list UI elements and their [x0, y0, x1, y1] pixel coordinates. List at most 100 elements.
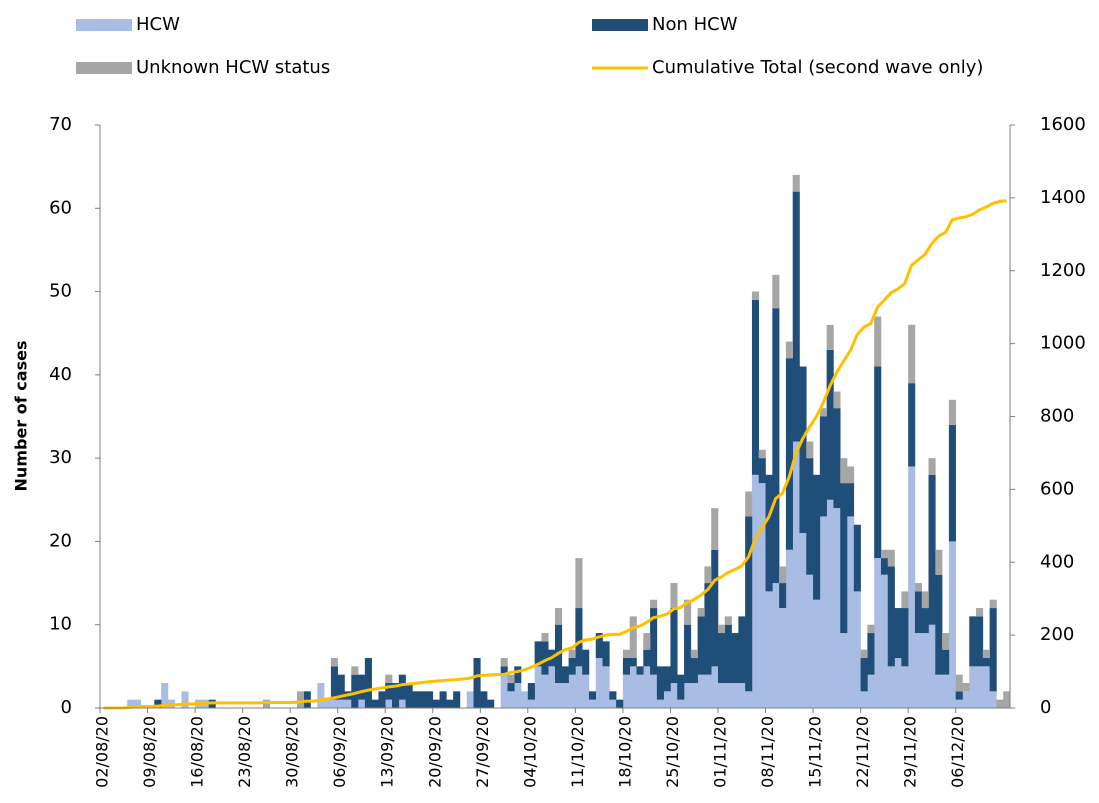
x-tick-label: 06/12/20: [948, 716, 967, 788]
bar: [561, 683, 569, 708]
bar: [507, 674, 515, 684]
legend-swatch: [592, 19, 648, 31]
bar: [826, 324, 834, 350]
bar: [792, 174, 800, 192]
bar: [663, 666, 671, 692]
bar: [154, 699, 162, 708]
bar: [799, 366, 807, 534]
bar: [330, 658, 338, 667]
bar: [575, 608, 583, 667]
bar: [643, 633, 651, 650]
bar: [500, 674, 508, 708]
bar: [405, 683, 413, 708]
bar: [521, 691, 529, 708]
x-tick-label: 08/11/20: [758, 716, 777, 788]
bar: [955, 674, 963, 692]
bar: [629, 658, 637, 667]
bar: [826, 499, 834, 708]
x-tick-label: 16/08/20: [188, 716, 207, 788]
bar: [779, 566, 787, 584]
bar: [955, 699, 963, 708]
bar: [588, 699, 597, 708]
bar: [989, 608, 997, 692]
bar: [819, 516, 827, 708]
bar: [507, 691, 515, 708]
bar: [833, 408, 841, 509]
bar: [412, 691, 420, 708]
bar: [480, 691, 488, 708]
bar: [588, 691, 597, 700]
bar: [656, 666, 664, 700]
bar: [534, 641, 542, 667]
bar: [555, 683, 563, 708]
bar: [1003, 691, 1011, 708]
x-tick-label: 20/09/20: [425, 716, 444, 788]
bar: [527, 699, 535, 708]
bar: [894, 658, 902, 708]
bar: [127, 699, 135, 708]
x-tick-label: 15/11/20: [806, 716, 825, 788]
bar: [351, 666, 359, 675]
bar: [806, 441, 814, 459]
bar: [969, 616, 977, 667]
bar: [561, 666, 569, 684]
x-tick-label: 13/09/20: [378, 716, 397, 788]
bar: [887, 549, 895, 567]
bar: [724, 616, 732, 625]
bar: [358, 674, 366, 700]
bar: [324, 699, 332, 708]
bar: [996, 699, 1004, 708]
bar: [982, 649, 990, 659]
y-tick-label: 0: [61, 697, 72, 718]
y-tick-label: 60: [49, 197, 72, 218]
bar: [650, 599, 658, 609]
bar: [860, 691, 868, 708]
bar: [772, 583, 780, 708]
bar: [765, 474, 773, 592]
bar: [901, 666, 909, 708]
bar: [568, 649, 576, 659]
bar: [860, 658, 868, 692]
bar: [738, 683, 746, 708]
bar: [785, 341, 793, 359]
bar: [616, 699, 624, 708]
bar: [935, 549, 943, 575]
bar: [717, 624, 726, 634]
x-tick-label: 11/10/20: [568, 716, 587, 788]
bar: [575, 666, 583, 708]
bar: [711, 508, 719, 550]
bar: [751, 291, 760, 300]
bar: [514, 666, 522, 684]
legend-label: Unknown HCW status: [136, 57, 330, 78]
bar: [296, 691, 305, 708]
bar: [894, 608, 902, 659]
bar: [663, 691, 671, 708]
bar: [555, 608, 563, 625]
bar: [962, 683, 970, 692]
bar: [724, 624, 732, 684]
cumulative-line: [103, 199, 1007, 710]
bar: [799, 533, 807, 708]
legend-label: HCW: [136, 14, 180, 35]
bar: [989, 691, 997, 708]
x-tick-label: 06/09/20: [330, 716, 349, 788]
bar: [772, 308, 780, 584]
bar: [765, 591, 773, 708]
bar: [684, 599, 692, 625]
legend-label: Non HCW: [652, 14, 738, 35]
bar: [541, 633, 549, 642]
bar: [371, 699, 379, 708]
y-tick-label: 50: [49, 281, 72, 302]
y-tick-label: 10: [49, 614, 72, 635]
legend-swatch: [76, 19, 132, 31]
bar: [745, 491, 753, 517]
bar: [351, 674, 359, 708]
bar: [677, 674, 685, 700]
bar: [609, 699, 617, 708]
bar: [684, 683, 692, 708]
bar: [758, 458, 766, 484]
bar: [847, 466, 855, 484]
bar: [874, 558, 882, 708]
bar: [928, 474, 936, 625]
